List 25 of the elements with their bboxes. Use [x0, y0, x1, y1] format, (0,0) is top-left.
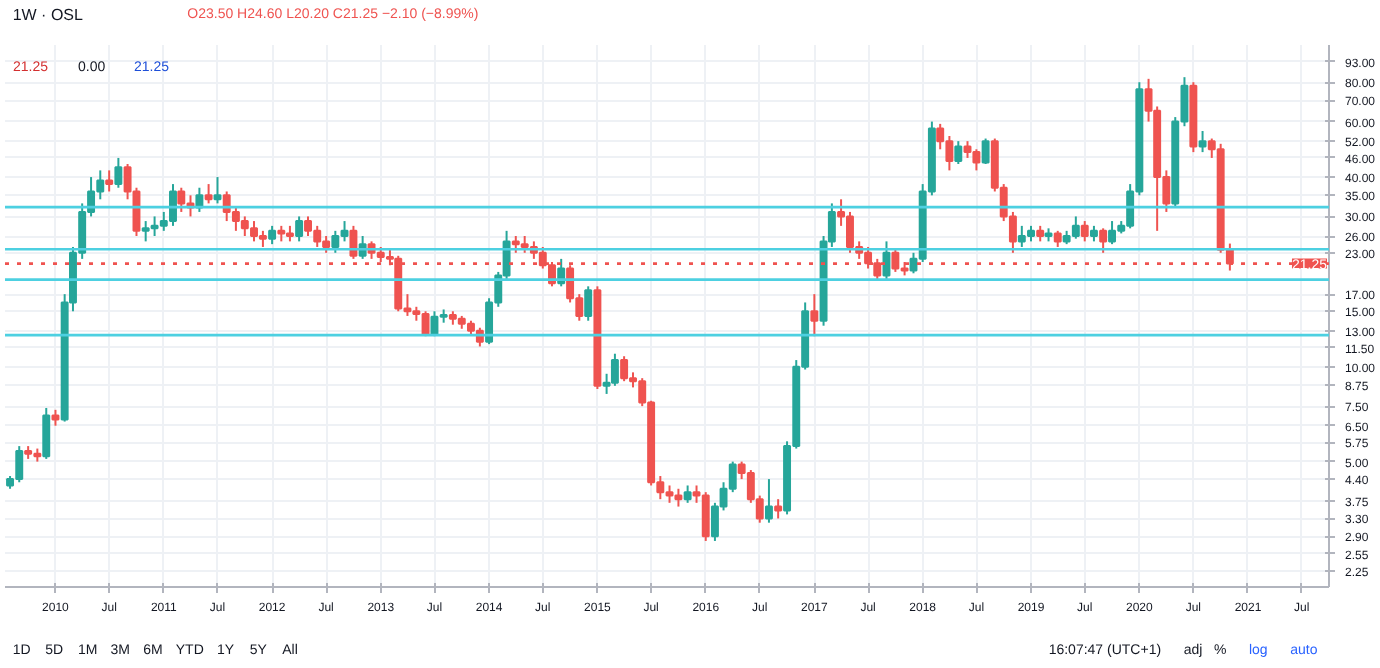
candlestick [972, 148, 981, 172]
candlestick [764, 478, 773, 524]
candlestick [1198, 130, 1207, 154]
candlestick [620, 355, 629, 383]
candlestick [954, 140, 963, 166]
candlestick [1099, 227, 1108, 254]
candlestick [42, 406, 51, 460]
candlestick [1108, 220, 1117, 246]
candlestick [114, 156, 123, 189]
candlestick [213, 176, 222, 205]
chart-title: 1W · OSL [12, 6, 85, 24]
candlestick [295, 215, 304, 243]
candlestick [810, 293, 819, 338]
candlestick [1071, 215, 1080, 240]
candlestick [610, 352, 619, 387]
candlestick [981, 137, 990, 166]
candlestick [584, 285, 593, 322]
candlestick [1080, 220, 1089, 243]
candlestick [204, 183, 213, 205]
candlestick [701, 491, 710, 542]
candlestick [177, 186, 186, 213]
candlestick [774, 498, 783, 520]
candlestick [105, 169, 114, 193]
candlestick [195, 186, 204, 213]
candlestick [268, 224, 277, 246]
